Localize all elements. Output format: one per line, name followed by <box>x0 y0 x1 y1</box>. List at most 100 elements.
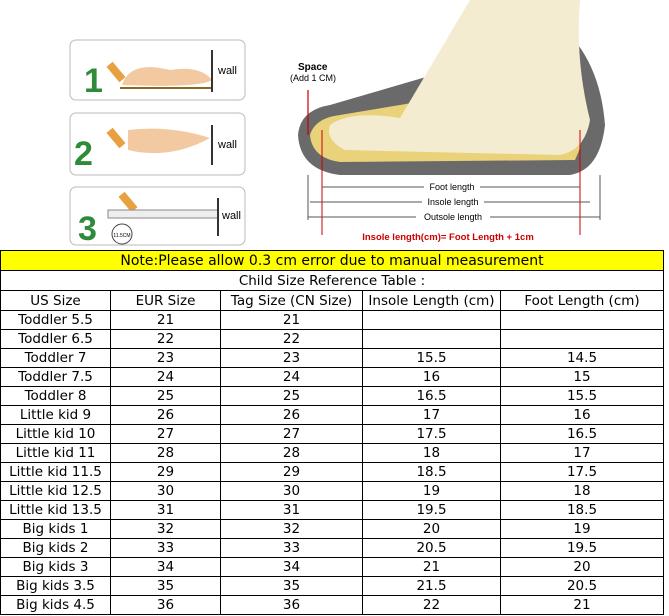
cell: 33 <box>110 538 221 558</box>
cell <box>362 310 501 330</box>
cell <box>500 310 664 330</box>
size-row: Toddler 7 23 23 15.5 14.5 <box>0 348 664 368</box>
cell: Little kid 13.5 <box>0 500 111 520</box>
cell: 25 <box>220 386 363 406</box>
step-number: 2 <box>74 135 93 173</box>
cell: 33 <box>220 538 363 558</box>
cell: Big kids 4.5 <box>0 595 111 615</box>
cell: Little kid 10 <box>0 424 111 444</box>
cell: Little kid 11.5 <box>0 462 111 482</box>
cell: 17 <box>362 405 501 425</box>
size-row: Big kids 3 34 34 21 20 <box>0 557 664 577</box>
size-table: Note:Please allow 0.3 cm error due to ma… <box>0 250 664 615</box>
cell: 18 <box>500 481 664 501</box>
note-row: Note:Please allow 0.3 cm error due to ma… <box>0 250 664 271</box>
size-row: Toddler 7.5 24 24 16 15 <box>0 367 664 387</box>
cell: 34 <box>220 557 363 577</box>
cell: 24 <box>220 367 363 387</box>
cell: 21 <box>220 310 363 330</box>
cell: 30 <box>110 481 221 501</box>
cell: 17.5 <box>500 462 664 482</box>
cell: 29 <box>110 462 221 482</box>
cell: 36 <box>110 595 221 615</box>
cell: 28 <box>110 443 221 463</box>
cell: 26 <box>110 405 221 425</box>
cell: 21 <box>362 557 501 577</box>
cell: Little kid 12.5 <box>0 481 111 501</box>
column-header: Tag Size (CN Size) <box>220 290 363 311</box>
step-number: 3 <box>78 210 97 248</box>
space-label: Space <box>298 62 328 73</box>
cell: 21.5 <box>362 576 501 596</box>
cell: 15 <box>500 367 664 387</box>
cell: 16.5 <box>500 424 664 444</box>
cell: 26 <box>220 405 363 425</box>
cell: 17 <box>500 443 664 463</box>
cell: 34 <box>110 557 221 577</box>
cell: Toddler 5.5 <box>0 310 111 330</box>
cell: 18 <box>362 443 501 463</box>
cell: Big kids 3.5 <box>0 576 111 596</box>
cell: 24 <box>110 367 221 387</box>
formula: Insole length(cm)= Foot Length + 1cm <box>362 232 534 243</box>
step-2: 2 wall <box>69 112 246 176</box>
shoe-diagram: Space (Add 1 CM) Foot length Insole leng… <box>290 0 605 243</box>
cell: 32 <box>110 519 221 539</box>
size-row: Little kid 11 28 28 18 17 <box>0 443 664 463</box>
cell: 21 <box>110 310 221 330</box>
step-1: 1 wall <box>69 39 246 101</box>
size-row: Little kid 9 26 26 17 16 <box>0 405 664 425</box>
cell: 22 <box>220 329 363 349</box>
cell: 32 <box>220 519 363 539</box>
cell: 20 <box>500 557 664 577</box>
illustration: 1 wall 2 wall 3 11.5CM wall Spa <box>69 0 605 248</box>
cell: 25 <box>110 386 221 406</box>
cell: 35 <box>220 576 363 596</box>
foot-length-label: Foot length <box>429 182 474 192</box>
add-label: (Add 1 CM) <box>290 73 336 83</box>
cell: 19.5 <box>362 500 501 520</box>
wall-label: wall <box>221 210 241 222</box>
cell: 22 <box>110 329 221 349</box>
cell: 19 <box>362 481 501 501</box>
size-row: Little kid 10 27 27 17.5 16.5 <box>0 424 664 444</box>
cell: 29 <box>220 462 363 482</box>
column-header: US Size <box>0 290 111 311</box>
cell: 28 <box>220 443 363 463</box>
cell: Big kids 1 <box>0 519 111 539</box>
header-row: US Size EUR Size Tag Size (CN Size) Insole … <box>0 290 664 311</box>
cell: 23 <box>110 348 221 368</box>
size-row: Little kid 11.5 29 29 18.5 17.5 <box>0 462 664 482</box>
cell: 31 <box>220 500 363 520</box>
step-number: 1 <box>84 62 103 100</box>
size-row: Little kid 13.5 31 31 19.5 18.5 <box>0 500 664 520</box>
wall-label: wall <box>217 139 237 151</box>
column-header: Foot Length (cm) <box>500 290 664 311</box>
cell: Toddler 6.5 <box>0 329 111 349</box>
cell: 21 <box>500 595 664 615</box>
cell: Big kids 3 <box>0 557 111 577</box>
cell: 35 <box>110 576 221 596</box>
cell: Big kids 2 <box>0 538 111 558</box>
note: Note:Please allow 0.3 cm error due to ma… <box>0 250 664 271</box>
cell: 23 <box>220 348 363 368</box>
cell: Little kid 11 <box>0 443 111 463</box>
size-row: Big kids 1 32 32 20 19 <box>0 519 664 539</box>
size-row: Little kid 12.5 30 30 19 18 <box>0 481 664 501</box>
cell: 18.5 <box>500 500 664 520</box>
table-title: Child Size Reference Table : <box>0 270 664 291</box>
cell: 15.5 <box>500 386 664 406</box>
cell: Toddler 7 <box>0 348 111 368</box>
cell: 19 <box>500 519 664 539</box>
cell: 27 <box>110 424 221 444</box>
outsole-length-label: Outsole length <box>424 212 482 222</box>
cell: 18.5 <box>362 462 501 482</box>
title-row: Child Size Reference Table : <box>0 270 664 291</box>
step-3: 3 11.5CM wall <box>69 186 246 248</box>
cell: 16 <box>500 405 664 425</box>
cell <box>500 329 664 349</box>
insole-length-label: Insole length <box>427 197 478 207</box>
size-row: Big kids 2 33 33 20.5 19.5 <box>0 538 664 558</box>
size-row: Big kids 3.5 35 35 21.5 20.5 <box>0 576 664 596</box>
